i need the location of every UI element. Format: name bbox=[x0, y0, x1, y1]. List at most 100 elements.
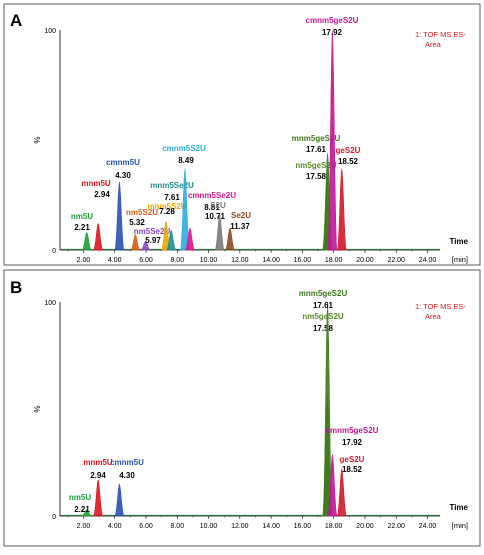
peak-mnm5u bbox=[93, 479, 104, 517]
x-tick-label: 6.00 bbox=[139, 523, 153, 530]
x-axis-unit: [min] bbox=[452, 255, 468, 264]
peak-mnm5u bbox=[93, 223, 104, 251]
peak-nm5u bbox=[81, 232, 92, 251]
x-axis-unit: [min] bbox=[452, 521, 468, 530]
x-tick-label: 20.00 bbox=[356, 257, 374, 264]
peak-label: mnm5geS2U bbox=[292, 134, 341, 143]
peak-time-label: 4.30 bbox=[115, 171, 131, 180]
peak-label: cmnm5U bbox=[110, 458, 144, 467]
x-axis-label: Time bbox=[449, 503, 468, 512]
x-tick-label: 12.00 bbox=[231, 257, 249, 264]
peak-label: cmnm5geS2U bbox=[326, 426, 379, 435]
legend-title: 1: TOF MS ES- bbox=[415, 30, 466, 39]
peak-label: mnm5geS2U bbox=[299, 289, 348, 298]
peak-label: nm5U bbox=[71, 212, 93, 221]
peak-nm5u bbox=[81, 509, 92, 517]
peak-label: cmnm5U bbox=[106, 158, 140, 167]
peak-time-label: 5.32 bbox=[129, 218, 145, 227]
x-tick-label: 2.00 bbox=[77, 523, 91, 530]
peak-label: cmnm5geS2U bbox=[306, 16, 359, 25]
y-tick-label: 0 bbox=[52, 248, 56, 255]
peak-label: mnm5U bbox=[83, 458, 113, 467]
x-tick-label: 22.00 bbox=[387, 523, 405, 530]
peak-time-label: 2.94 bbox=[94, 190, 110, 199]
x-tick-label: 22.00 bbox=[387, 257, 405, 264]
panel-letter: A bbox=[10, 11, 22, 30]
peak-nm5s2u bbox=[130, 234, 141, 251]
x-tick-label: 18.00 bbox=[325, 257, 343, 264]
peak-cmnm5se2u bbox=[184, 227, 196, 251]
peak-label: Se2U bbox=[231, 211, 251, 220]
y-tick-label: 100 bbox=[44, 28, 56, 35]
peak-ges2u bbox=[336, 468, 347, 517]
y-tick-label: 100 bbox=[44, 300, 56, 307]
peak-label: geS2U bbox=[340, 455, 365, 464]
x-tick-label: 14.00 bbox=[262, 523, 280, 530]
peak-time-label: 17.61 bbox=[313, 301, 334, 310]
x-tick-label: 2.00 bbox=[77, 257, 91, 264]
peak-nm5se2u bbox=[140, 240, 151, 251]
peak-label: nm5Se2U bbox=[134, 227, 171, 236]
peak-label: cmnm5Se2U bbox=[188, 191, 236, 200]
legend-subtitle: Area bbox=[425, 312, 442, 321]
panel-a: A 100 0% 2.00 4.00 6.00 8.00 10.00 12.00 14.00 16.… bbox=[3, 3, 481, 266]
x-tick-label: 24.00 bbox=[419, 257, 437, 264]
x-tick-label: 16.00 bbox=[294, 523, 312, 530]
peak-time-label: 17.92 bbox=[322, 28, 343, 37]
x-tick-label: 8.00 bbox=[170, 257, 184, 264]
peak-label: geS2U bbox=[336, 146, 361, 155]
x-tick-label: 16.00 bbox=[294, 257, 312, 264]
peak-time-label: 17.61 bbox=[306, 145, 327, 154]
peak-time-label: 17.58 bbox=[313, 324, 334, 333]
peak-mnm5se2u bbox=[166, 229, 177, 251]
peak-label: S2U bbox=[210, 201, 226, 210]
panel-frame bbox=[3, 269, 481, 547]
peak-time-label: 17.92 bbox=[342, 438, 363, 447]
x-axis-label: Time bbox=[449, 237, 468, 246]
x-tick-label: 8.00 bbox=[170, 523, 184, 530]
peak-label: mnm5S2U bbox=[147, 202, 186, 211]
peak-label: mnm5Se2U bbox=[150, 181, 194, 190]
x-tick-label: 24.00 bbox=[419, 523, 437, 530]
peak-time-label: 10.71 bbox=[205, 212, 226, 221]
peak-ges2u bbox=[336, 168, 347, 251]
peak-label: mnm5U bbox=[81, 179, 111, 188]
peak-cmnm5u bbox=[114, 181, 125, 251]
peak-time-label: 5.97 bbox=[145, 236, 161, 245]
y-tick-label: 0 bbox=[52, 514, 56, 521]
peak-s2u bbox=[214, 214, 225, 251]
x-tick-label: 12.00 bbox=[231, 523, 249, 530]
peak-time-label: 2.21 bbox=[74, 223, 90, 232]
peak-time-label: 2.21 bbox=[74, 505, 90, 514]
peak-time-label: 7.28 bbox=[159, 207, 175, 216]
peak-cmnm5u bbox=[114, 483, 125, 517]
peak-label: nm5S2U bbox=[126, 208, 158, 217]
peak-time-label: 7.61 bbox=[164, 193, 180, 202]
panel-letter: B bbox=[10, 278, 22, 297]
x-tick-label: 10.00 bbox=[200, 257, 218, 264]
x-tick-label: 18.00 bbox=[325, 523, 343, 530]
peak-time-label: 8.49 bbox=[178, 156, 194, 165]
peak-label: nm5geS2U bbox=[295, 161, 337, 170]
x-tick-label: 6.00 bbox=[139, 257, 153, 264]
peak-time-label: 4.30 bbox=[119, 471, 135, 480]
x-tick-label: 20.00 bbox=[356, 523, 374, 530]
peak-time-label: 17.58 bbox=[306, 172, 327, 181]
peak-time-label: 11.37 bbox=[230, 222, 250, 231]
y-axis-label: % bbox=[33, 136, 42, 143]
legend-title: 1: TOF MS ES- bbox=[415, 302, 466, 311]
peak-time-label: 18.52 bbox=[342, 465, 363, 474]
panel-frame bbox=[3, 3, 481, 266]
peak-label: nm5geS2U bbox=[302, 312, 344, 321]
peak-time-label: 8.81 bbox=[204, 203, 220, 212]
x-tick-label: 4.00 bbox=[108, 523, 122, 530]
peak-label: cmnm5S2U bbox=[162, 144, 206, 153]
x-tick-label: 14.00 bbox=[262, 257, 280, 264]
peak-label: nm5U bbox=[69, 493, 91, 502]
x-tick-label: 4.00 bbox=[108, 257, 122, 264]
peak-cmnm5ges2u bbox=[327, 29, 338, 251]
y-axis-label: % bbox=[33, 405, 42, 412]
panel-b: B 100 0% 2.00 4.00 6.00 8.00 10.00 12.00 14.00 16.… bbox=[3, 269, 481, 547]
peak-time-label: 2.94 bbox=[90, 471, 106, 480]
